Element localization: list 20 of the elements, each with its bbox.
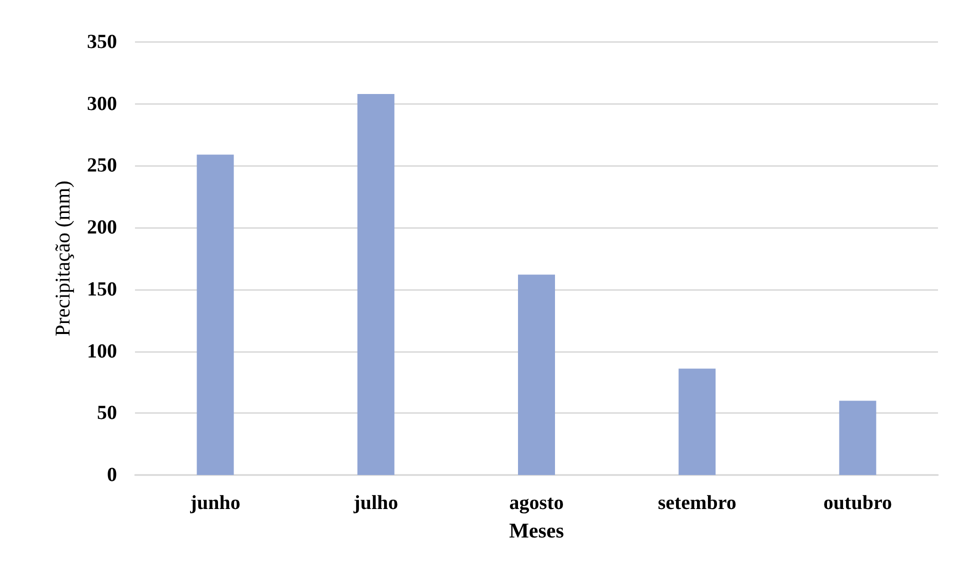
x-axis-title: Meses — [509, 518, 564, 542]
y-axis-title: Precipitação (mm) — [50, 180, 74, 336]
y-tick-label: 100 — [87, 340, 117, 362]
y-tick-label: 50 — [97, 402, 117, 424]
x-tick-label: junho — [189, 492, 240, 514]
y-tick-label: 200 — [87, 216, 117, 239]
x-tick-label: outubro — [823, 492, 892, 514]
bar — [678, 368, 716, 475]
y-tick-label: 250 — [87, 154, 117, 177]
y-tick-label: 150 — [87, 278, 117, 300]
bar — [196, 154, 234, 475]
bar — [839, 400, 876, 475]
x-tick-label: agosto — [509, 492, 564, 514]
y-tick-label: 0 — [107, 464, 117, 486]
y-tick-label: 350 — [87, 31, 117, 53]
x-tick-label: setembro — [658, 492, 736, 514]
x-tick-label: julho — [352, 492, 398, 514]
y-tick-label: 300 — [87, 92, 117, 115]
bar — [518, 274, 555, 475]
bar — [357, 94, 394, 475]
